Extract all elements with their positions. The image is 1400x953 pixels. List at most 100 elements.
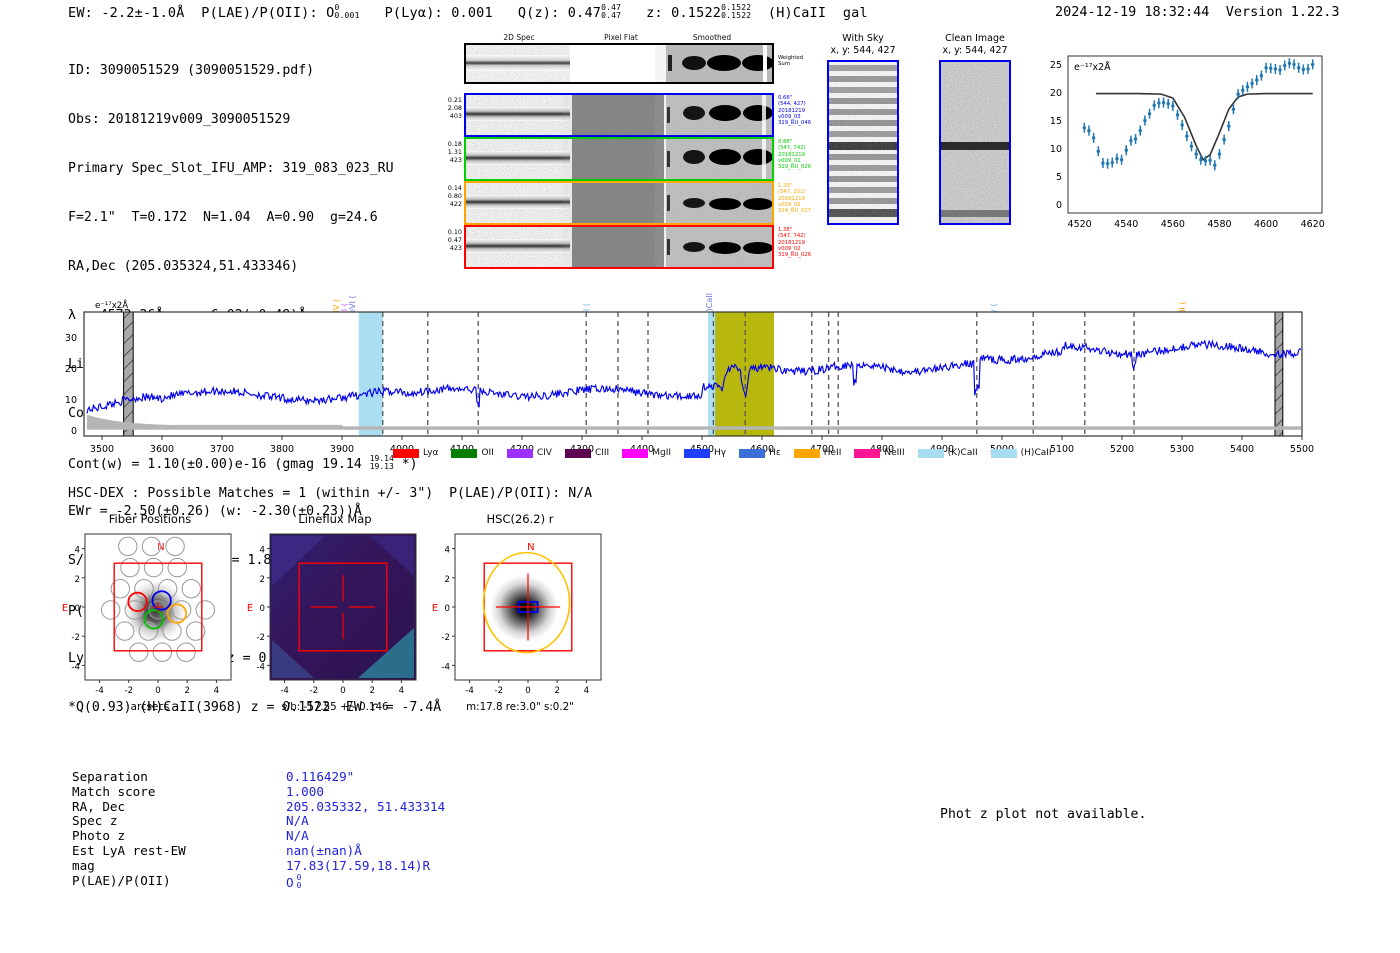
legend-swatch xyxy=(990,448,1017,458)
cutout-with-sky-title: With Sky xyxy=(842,33,884,44)
info-primary-spec: Primary Spec_Slot_IFU_AMP: 319_083_023_R… xyxy=(68,160,394,176)
fiber-positions-xlabel: arcsecs xyxy=(130,701,170,713)
legend-item: CIII xyxy=(564,448,610,458)
svg-text:-4: -4 xyxy=(71,662,80,672)
svg-text:30: 30 xyxy=(65,333,77,344)
legend-item: CIV xyxy=(506,448,552,458)
match-table-value: N/A xyxy=(286,813,309,829)
lineflux-map-title: Lineflux Map xyxy=(298,512,372,526)
svg-text:E: E xyxy=(62,603,68,614)
lineflux-map-xlabel: s/b: -17.55 +/- 0.146 xyxy=(281,701,389,713)
fiber-positions-title: Fiber Positions xyxy=(108,512,192,526)
fiber-strip-row xyxy=(464,137,774,181)
legend-label: CIII xyxy=(594,448,610,458)
svg-text:10: 10 xyxy=(1050,144,1062,155)
svg-text:3700: 3700 xyxy=(210,444,234,455)
svg-text:20: 20 xyxy=(65,364,77,375)
legend-item: MgII xyxy=(622,448,671,458)
match-table-label: Spec z xyxy=(72,813,118,829)
legend-label: (H)CaII xyxy=(1020,448,1052,458)
svg-text:4620: 4620 xyxy=(1301,219,1325,230)
header-qz-sub: 0.47 xyxy=(601,11,622,20)
legend-item: Hε xyxy=(739,448,781,458)
legend-item: OII xyxy=(451,448,494,458)
twod-col-title-pixelflat: Pixel Flat xyxy=(604,33,638,42)
info-id: ID: 3090051529 (3090051529.pdf) xyxy=(68,62,315,78)
svg-text:10: 10 xyxy=(65,395,77,406)
header-qz-label: Q(z): xyxy=(492,5,568,21)
fiber-strip-left-stats: 0.10 0.47 423 xyxy=(447,228,462,253)
info-obs: Obs: 20181219v009_3090051529 xyxy=(68,111,291,127)
info-radec: RA,Dec (205.035324,51.433346) xyxy=(68,258,299,274)
svg-text:5500: 5500 xyxy=(1290,444,1314,455)
spacer xyxy=(1209,4,1225,20)
svg-text:3500: 3500 xyxy=(90,444,114,455)
svg-text:20: 20 xyxy=(1050,88,1062,99)
legend-label: CIV xyxy=(536,448,552,458)
svg-text:-2: -2 xyxy=(125,686,134,696)
full-spectrum-plot: SiII (Lyα (NeVI (NV (CIV (SiII (CII (SiI… xyxy=(0,262,1400,477)
svg-text:e⁻¹⁷x2Å: e⁻¹⁷x2Å xyxy=(95,299,128,311)
legend-swatch xyxy=(854,448,881,458)
fiber-strip-left-stats: 0.14 0.80 422 xyxy=(447,184,462,209)
fiber-strip-row xyxy=(464,181,774,225)
svg-text:15: 15 xyxy=(1050,116,1062,127)
legend-item: (K)CaII xyxy=(917,448,978,458)
weighted-sum-strip xyxy=(464,43,774,84)
svg-text:E: E xyxy=(247,603,253,614)
svg-text:2: 2 xyxy=(554,686,559,696)
info-cont-w-post: *) xyxy=(393,456,418,472)
svg-text:4540: 4540 xyxy=(1114,219,1138,230)
twod-col-title-2dspec: 2D Spec xyxy=(503,33,535,42)
header-z-value: 0.1522 xyxy=(671,5,722,21)
match-table-label: Match score xyxy=(72,783,156,799)
legend-swatch xyxy=(564,448,591,458)
svg-text:4: 4 xyxy=(399,686,404,696)
svg-text:-4: -4 xyxy=(280,686,289,696)
svg-text:0: 0 xyxy=(71,426,77,437)
svg-text:4560: 4560 xyxy=(1161,219,1185,230)
svg-text:N: N xyxy=(527,542,534,553)
svg-text:e⁻¹⁷x2Å: e⁻¹⁷x2Å xyxy=(1074,61,1111,73)
cutout-clean-coords: x, y: 544, 427 xyxy=(942,44,1008,56)
svg-text:-4: -4 xyxy=(256,662,265,672)
weighted-sum-label: Weighted Sum xyxy=(778,55,804,68)
svg-text:5300: 5300 xyxy=(1170,444,1194,455)
fiber-strip-meta: 0.66" (544, 427) 20181219 v009_03 319_RU… xyxy=(778,95,812,127)
header-plae-sub: 0.001 xyxy=(334,11,360,20)
svg-text:-4: -4 xyxy=(441,662,450,672)
svg-text:3800: 3800 xyxy=(270,444,294,455)
fiber-strip-row xyxy=(464,93,774,137)
svg-text:0: 0 xyxy=(445,604,450,614)
svg-text:-2: -2 xyxy=(310,686,319,696)
info-cont-w: Cont(w) = 1.10(±0.00)e-16 (gmag 19.14 19… xyxy=(68,454,441,472)
line-fit-plot: 0 5 10 15 20 25 4520 4540 4560 4580 4600 4620 e⁻¹⁷x2… xyxy=(1030,38,1330,250)
svg-text:4580: 4580 xyxy=(1207,219,1231,230)
legend-label: MgII xyxy=(652,448,672,458)
match-table-value: 0.116429" xyxy=(286,769,355,784)
svg-text:3600: 3600 xyxy=(150,444,174,455)
svg-text:-2: -2 xyxy=(441,633,450,643)
svg-text:3900: 3900 xyxy=(330,444,354,455)
svg-text:-2: -2 xyxy=(71,633,80,643)
header-plae-value: O xyxy=(326,5,335,21)
legend-label: Hε xyxy=(769,448,781,458)
svg-text:0: 0 xyxy=(260,604,265,614)
match-table-label: P(LAE)/P(OII) xyxy=(72,872,171,888)
header-classification: (H)CaII gal xyxy=(751,5,868,21)
header-plae-sup: 0 xyxy=(334,3,340,12)
legend-label: NeIII xyxy=(884,448,905,458)
legend-swatch xyxy=(793,448,820,458)
fiber-strip-left-stats: 0.18 1.31 423 xyxy=(447,140,462,165)
legend-item: NeIII xyxy=(854,448,905,458)
header-plya-label: P(Lyα): xyxy=(359,5,452,21)
header-timestamp-version: 2024-12-19 18:32:44 Version 1.22.3 xyxy=(1055,4,1340,20)
header-qz-sup: 0.47 xyxy=(601,3,622,12)
svg-text:0: 0 xyxy=(1056,200,1062,211)
cutout-clean-image: Clean Image x, y: 544, 427 xyxy=(925,33,1025,225)
svg-text:2: 2 xyxy=(445,575,450,585)
info-best-solution: *Q(0.93) (H)CaII(3968) z = 0.1522 EW r =… xyxy=(68,700,442,716)
legend-label: (K)CaII xyxy=(947,448,978,458)
